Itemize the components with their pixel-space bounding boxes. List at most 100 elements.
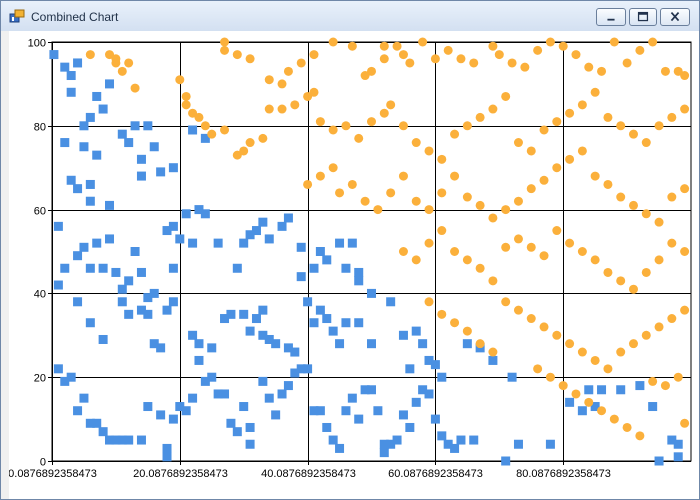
circle-point xyxy=(85,50,95,60)
square-point xyxy=(136,435,146,445)
circle-point xyxy=(507,58,517,68)
circle-point xyxy=(462,121,472,131)
square-point xyxy=(437,431,447,441)
square-point xyxy=(635,381,645,391)
circle-point xyxy=(590,255,600,265)
circle-point xyxy=(105,50,115,60)
square-point xyxy=(194,205,204,215)
circle-point xyxy=(616,192,626,202)
circle-point xyxy=(341,121,351,131)
circle-point xyxy=(424,238,434,248)
maximize-button[interactable] xyxy=(629,8,657,26)
title-bar[interactable]: Combined Chart xyxy=(1,1,699,31)
circle-point xyxy=(552,117,562,127)
circle-point xyxy=(239,146,249,156)
circle-point xyxy=(533,364,543,374)
circle-point xyxy=(328,163,338,173)
square-point xyxy=(386,297,396,307)
square-point xyxy=(354,318,364,328)
circle-point xyxy=(200,121,210,131)
circle-point xyxy=(488,41,498,51)
square-point xyxy=(309,318,319,328)
square-point xyxy=(73,58,83,68)
square-point xyxy=(117,129,127,139)
square-point xyxy=(418,339,428,349)
square-point xyxy=(673,439,683,449)
square-point xyxy=(220,314,230,324)
square-point xyxy=(105,234,115,244)
square-point xyxy=(117,435,127,445)
circle-point xyxy=(501,91,511,101)
square-point xyxy=(194,339,204,349)
square-point xyxy=(200,376,210,386)
circle-point xyxy=(488,347,498,357)
square-point xyxy=(335,443,345,453)
square-point xyxy=(648,402,658,412)
square-point xyxy=(60,263,70,273)
square-point xyxy=(296,272,306,282)
square-point xyxy=(168,297,178,307)
circle-point xyxy=(111,58,121,68)
circle-point xyxy=(424,205,434,215)
square-point xyxy=(124,276,134,286)
circle-point xyxy=(258,133,268,143)
square-point xyxy=(73,406,83,416)
square-point xyxy=(200,209,210,219)
square-point xyxy=(85,418,95,428)
square-point xyxy=(654,456,664,466)
square-point xyxy=(251,314,261,324)
square-point xyxy=(60,62,70,72)
circle-point xyxy=(577,347,587,357)
square-point xyxy=(85,318,95,328)
circle-point xyxy=(347,41,357,51)
square-point xyxy=(60,138,70,148)
circle-point xyxy=(558,381,568,391)
square-point xyxy=(213,389,223,399)
circle-point xyxy=(456,54,466,64)
close-button[interactable] xyxy=(660,8,690,26)
circle-point xyxy=(418,37,428,47)
circle-point xyxy=(296,58,306,68)
square-point xyxy=(124,435,134,445)
circle-point xyxy=(424,297,434,307)
circle-point xyxy=(398,171,408,181)
square-point xyxy=(85,112,95,122)
y-tick-label: 100 xyxy=(28,38,46,50)
square-point xyxy=(315,247,325,256)
square-point xyxy=(584,385,594,395)
circle-point xyxy=(622,58,632,68)
circle-point xyxy=(571,389,581,399)
circle-point xyxy=(673,372,683,382)
circle-point xyxy=(411,255,421,265)
square-point xyxy=(130,247,140,256)
square-point xyxy=(418,385,428,395)
circle-point xyxy=(590,355,600,365)
square-point xyxy=(271,339,281,349)
square-point xyxy=(168,414,178,424)
square-point xyxy=(232,427,242,437)
square-point xyxy=(66,87,76,97)
square-point xyxy=(79,121,89,131)
square-point xyxy=(392,435,402,445)
square-point xyxy=(162,443,172,453)
minimize-button[interactable] xyxy=(596,8,626,26)
circle-point xyxy=(667,314,677,324)
circle-point xyxy=(584,397,594,407)
circle-point xyxy=(181,91,191,101)
square-point xyxy=(347,238,357,248)
circle-point xyxy=(207,129,217,139)
circle-point xyxy=(616,347,626,357)
square-point xyxy=(469,435,479,445)
square-point xyxy=(303,297,313,307)
circle-point xyxy=(533,45,543,55)
chart-area: 0 20 40 60 80 100 0.0876892358473 20.0876892358… xyxy=(9,31,699,499)
square-point xyxy=(124,309,134,319)
square-point xyxy=(354,267,364,277)
circle-point xyxy=(616,276,626,286)
square-point xyxy=(360,385,370,395)
circle-point xyxy=(641,138,651,148)
square-point xyxy=(328,435,338,445)
square-point xyxy=(207,372,217,382)
square-point xyxy=(66,175,76,185)
